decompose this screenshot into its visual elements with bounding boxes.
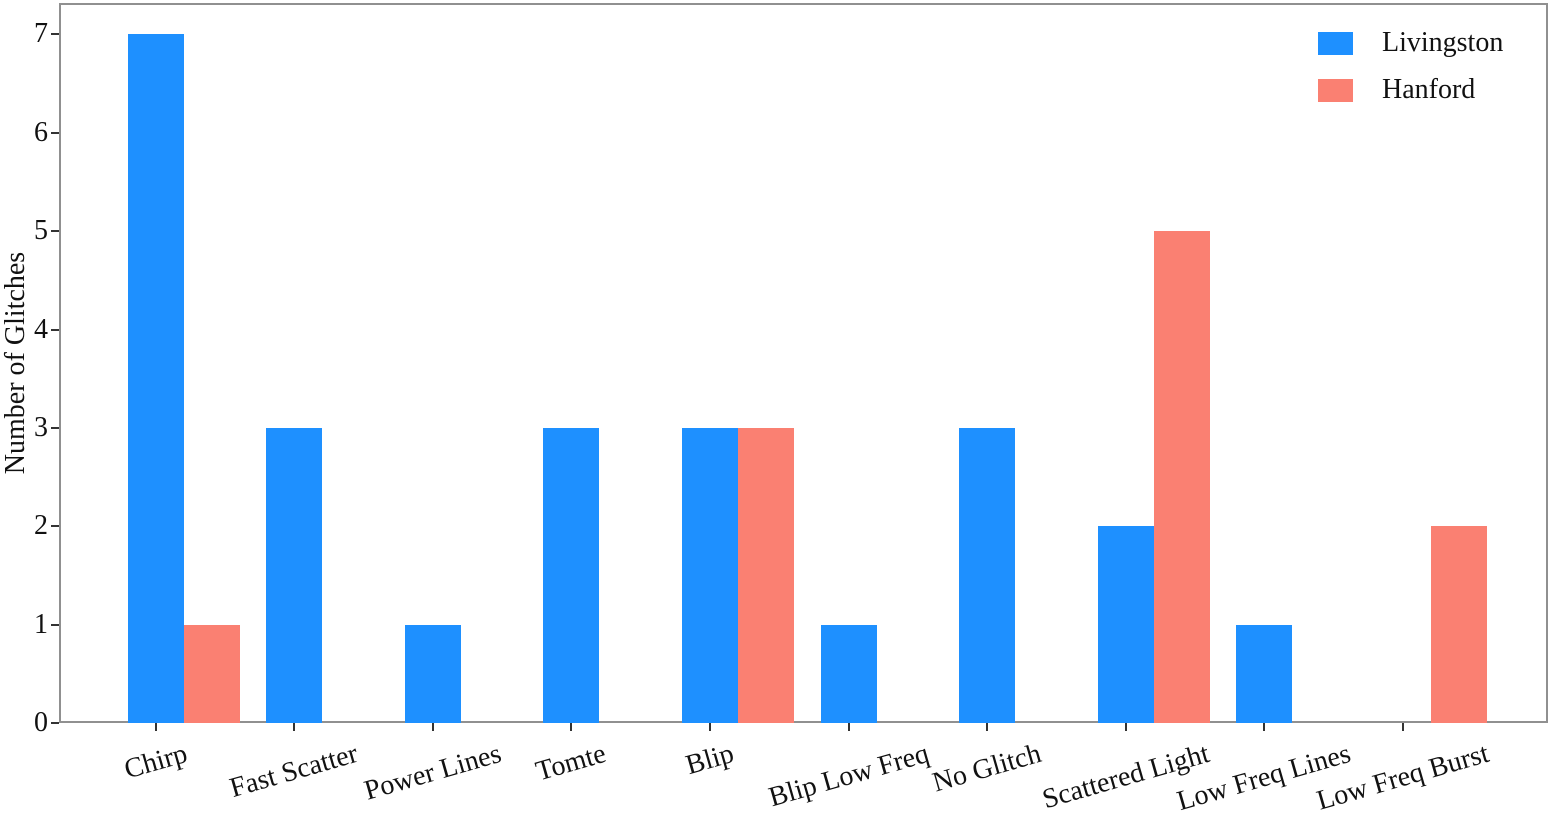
bars-layer [59, 3, 1548, 723]
legend-label-livingston: Livingston [1382, 27, 1504, 58]
y-tick-6 [51, 131, 59, 134]
bar-hanford-scattered-light [1153, 231, 1210, 723]
y-tick-3 [51, 426, 59, 429]
y-tick-label-0: 0 [34, 707, 48, 738]
x-tick-label-blip-low-freq: Blip Low Freq [764, 738, 932, 814]
x-tick-low-freq-lines [1263, 723, 1266, 731]
legend-label-hanford: Hanford [1382, 74, 1476, 105]
y-tick-4 [51, 328, 59, 331]
x-tick-low-freq-burst [1401, 723, 1404, 731]
y-tick-1 [51, 623, 59, 626]
bar-hanford-chirp [183, 624, 240, 723]
y-tick-label-7: 7 [34, 18, 48, 50]
bar-hanford-low-freq-burst [1430, 526, 1487, 723]
x-tick-blip [708, 723, 711, 731]
y-tick-label-4: 4 [34, 313, 48, 345]
x-tick-label-chirp: Chirp [120, 738, 191, 786]
y-tick-label-2: 2 [34, 510, 48, 542]
x-tick-blip-low-freq [847, 723, 850, 731]
x-tick-no-glitch [986, 723, 989, 731]
x-tick-label-blip: Blip [682, 737, 738, 782]
x-tick-tomte [570, 723, 573, 731]
legend-item-livingston: Livingston [1318, 24, 1503, 62]
bar-livingston-power-lines [404, 624, 461, 723]
y-tick-label-5: 5 [34, 215, 48, 247]
legend-swatch-livingston [1318, 31, 1353, 55]
y-tick-2 [51, 525, 59, 528]
bar-livingston-blip [681, 427, 738, 723]
plot-area [59, 3, 1548, 723]
y-tick-label-3: 3 [34, 411, 48, 443]
legend-swatch-hanford [1318, 78, 1353, 102]
x-tick-label-no-glitch: No Glitch [929, 737, 1045, 799]
x-tick-scattered-light [1124, 723, 1127, 731]
legend-item-hanford: Hanford [1318, 71, 1503, 109]
bar-livingston-scattered-light [1097, 526, 1154, 723]
x-tick-label-tomte: Tomte [532, 737, 610, 788]
y-tick-0 [51, 722, 59, 724]
y-tick-7 [51, 33, 59, 36]
x-tick-label-power-lines: Power Lines [360, 738, 505, 807]
x-tick-chirp [154, 723, 157, 731]
y-tick-label-1: 1 [34, 608, 48, 640]
y-tick-5 [51, 230, 59, 233]
bar-livingston-blip-low-freq [820, 624, 877, 723]
bar-livingston-chirp [127, 34, 184, 723]
bar-livingston-fast-scatter [266, 427, 323, 723]
x-tick-label-fast-scatter: Fast Scatter [226, 737, 362, 804]
y-tick-label-6: 6 [34, 116, 48, 148]
bar-livingston-low-freq-lines [1236, 624, 1293, 723]
bar-livingston-no-glitch [959, 427, 1016, 723]
legend: Livingston Hanford [1318, 24, 1503, 109]
x-tick-fast-scatter [293, 723, 296, 731]
bar-livingston-tomte [543, 427, 600, 723]
x-tick-power-lines [431, 723, 434, 731]
bar-hanford-blip [737, 427, 794, 723]
